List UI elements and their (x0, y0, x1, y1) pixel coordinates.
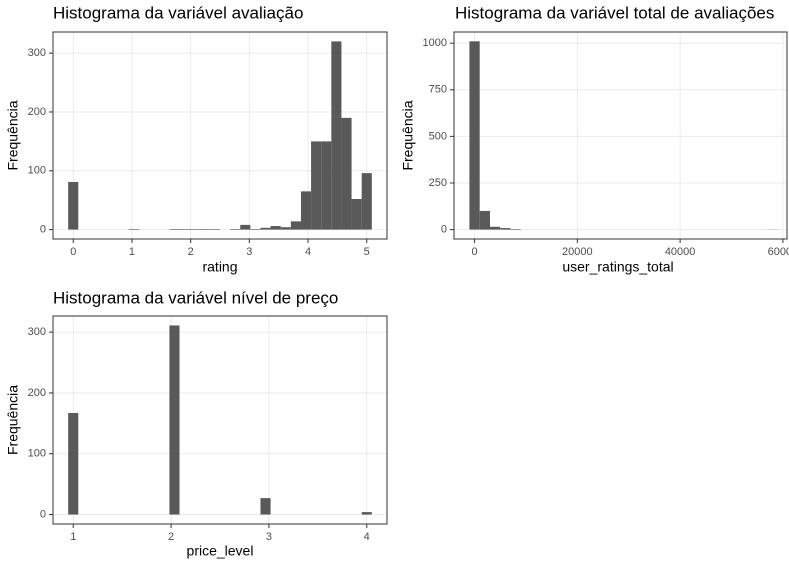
histogram-bar (199, 229, 210, 230)
x-tick-label: 3 (246, 246, 252, 258)
histogram-bar (479, 210, 490, 230)
x-tick-label: 2 (188, 246, 194, 258)
y-tick-label: 250 (429, 177, 447, 189)
y-tick-label: 0 (40, 223, 46, 235)
histogram-bar (209, 229, 220, 230)
chart-title: Histograma da variável total de avaliaçõ… (455, 3, 774, 22)
panel-border (52, 31, 388, 240)
histogram-bar (189, 229, 200, 230)
x-axis-title: price_level (187, 543, 254, 559)
histogram-bar (240, 224, 251, 230)
y-tick-label: 750 (429, 84, 447, 96)
x-tick-label: 2 (168, 531, 174, 543)
y-tick-label: 300 (28, 326, 46, 338)
y-tick-label: 200 (28, 106, 46, 118)
histogram-bar (280, 227, 291, 230)
chart-title: Histograma da variável avaliação (53, 3, 303, 22)
x-tick-label: 5 (364, 246, 370, 258)
y-axis-title: Frequência (5, 100, 21, 170)
histogram-bar (489, 226, 501, 230)
x-tick-label: 20000 (562, 246, 593, 258)
histogram-bar (128, 229, 140, 230)
x-tick-label: 1 (129, 246, 135, 258)
x-tick-label: 0 (471, 246, 477, 258)
histogram-bar (250, 229, 261, 230)
x-axis-title: user_ratings_total (562, 259, 673, 275)
histogram-bar (500, 228, 511, 230)
histogram-bar (469, 41, 480, 230)
y-tick-label: 200 (28, 387, 46, 399)
panel-border (52, 315, 388, 525)
panel-background (53, 316, 387, 524)
histogram-bar (510, 229, 521, 230)
histogram-bar (311, 141, 322, 230)
histogram-bar (179, 229, 190, 230)
histogram-bar (300, 191, 312, 230)
panel-background (454, 32, 787, 239)
x-tick-label: 40000 (665, 246, 696, 258)
y-tick-label: 100 (28, 448, 46, 460)
x-tick-label: 4 (305, 246, 311, 258)
y-axis-title: Frequência (400, 100, 416, 170)
y-tick-label: 500 (429, 130, 447, 142)
histogram-bar (260, 227, 271, 230)
histogram-bar (68, 181, 79, 230)
histogram-bar (169, 229, 180, 230)
histogram-bar (270, 226, 281, 230)
histogram-bar (361, 173, 372, 230)
x-tick-label: 1 (70, 531, 76, 543)
chart-title: Histograma da variável nível de preço (53, 288, 338, 307)
histogram-bar (341, 117, 352, 230)
x-tick-label: 60000 (768, 246, 789, 258)
x-axis-title: rating (202, 259, 237, 275)
histogram-bar (230, 229, 241, 230)
histogram-bar (351, 199, 362, 230)
y-tick-label: 0 (40, 508, 46, 520)
histogram-bar (290, 221, 301, 230)
y-tick-label: 1000 (423, 37, 447, 49)
panel-border (453, 31, 788, 240)
histogram-bar (169, 325, 180, 515)
y-tick-label: 0 (441, 223, 447, 235)
histogram-bar (361, 512, 372, 515)
x-tick-label: 3 (266, 531, 272, 543)
histogram-bar (331, 41, 342, 230)
histogram-bar (260, 498, 271, 515)
x-tick-label: 0 (70, 246, 76, 258)
x-tick-label: 4 (364, 531, 370, 543)
histogram-bar (321, 141, 332, 230)
y-axis-title: Frequência (5, 385, 21, 455)
y-tick-label: 300 (28, 47, 46, 59)
y-tick-label: 100 (28, 165, 46, 177)
histogram-bar (68, 413, 79, 515)
